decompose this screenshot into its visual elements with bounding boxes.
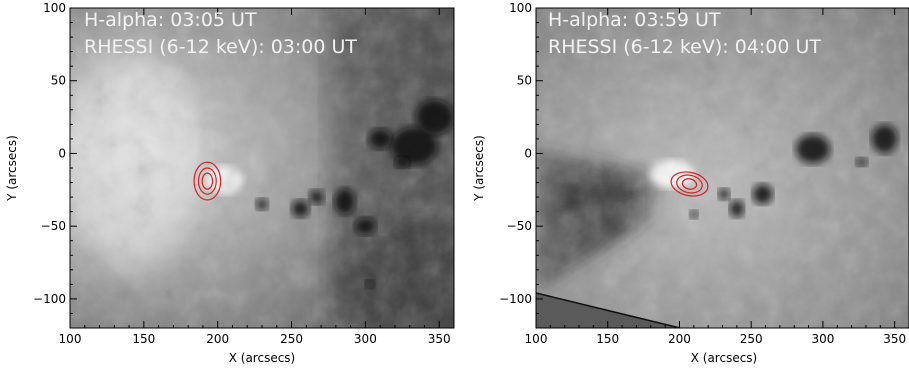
left-sunspot <box>415 99 454 135</box>
left-x-tick-label: 250 <box>280 332 303 346</box>
right-contour-level <box>670 171 709 197</box>
left-rhessi-time: RHESSI (6-12 keV): 03:00 UT <box>84 36 357 58</box>
left-x-axis-title: X (arcsecs) <box>229 351 296 365</box>
right-sunspot <box>718 188 730 201</box>
right-y-tick-label: 50 <box>517 74 532 88</box>
left-sunspot <box>394 156 410 169</box>
left-x-tick-label: 200 <box>206 332 229 346</box>
right-sunspot <box>871 124 898 154</box>
left-y-tick-label: −50 <box>41 219 66 233</box>
left-sunspot <box>334 188 356 215</box>
right-x-tick-label: 250 <box>740 332 763 346</box>
right-x-tick-label: 200 <box>668 332 691 346</box>
left-y-tick-label: 0 <box>58 146 66 160</box>
right-sunspot <box>855 157 868 167</box>
left-x-tick-label: 350 <box>428 332 451 346</box>
right-y-axis-title: Y (arcsecs) <box>472 135 486 202</box>
left-sunspot <box>256 198 268 211</box>
right-rhessi-time: RHESSI (6-12 keV): 04:00 UT <box>548 36 821 58</box>
left-sunspot <box>390 127 438 166</box>
right-x-axis-title: X (arcsecs) <box>691 351 758 365</box>
right-sunspots <box>689 124 898 219</box>
left-contour-level <box>197 167 217 195</box>
left-image <box>70 8 454 328</box>
right-x-tick-label: 300 <box>811 332 834 346</box>
left-contour-level <box>201 172 214 190</box>
left-y-axis-title: Y (arcsecs) <box>5 135 19 202</box>
right-halpha-time: H-alpha: 03:59 UT <box>548 9 721 31</box>
left-y-tick-label: 50 <box>51 74 66 88</box>
right-x-tick-label: 350 <box>883 332 906 346</box>
left-sunspot <box>365 280 375 289</box>
right-sunspot <box>752 184 773 205</box>
left-x-tick-label: 150 <box>132 332 155 346</box>
right-y-tick-label: −100 <box>499 292 532 306</box>
right-x-tick-label: 100 <box>525 332 548 346</box>
left-axes: 100 150 200 250 300 350 −100 −50 0 50 100 <box>33 1 451 346</box>
left-contour-level <box>193 161 222 201</box>
right-y-tick-label: 100 <box>509 1 532 15</box>
left-x-tick-label: 300 <box>354 332 377 346</box>
right-sunspot <box>729 200 745 218</box>
right-contour-level <box>681 178 698 190</box>
left-rhessi-contours <box>193 161 222 201</box>
left-x-tick-label: 100 <box>59 332 82 346</box>
right-image <box>536 8 909 328</box>
left-sunspot <box>291 200 310 218</box>
left-sunspot <box>355 217 376 235</box>
right-axes: 100 150 200 250 300 350 −100 −50 0 50 100 <box>499 1 906 346</box>
right-y-tick-label: 0 <box>524 146 532 160</box>
right-rhessi-contours <box>670 171 709 197</box>
right-sunspot <box>689 210 699 219</box>
right-sunspot <box>795 134 831 164</box>
left-sunspot <box>368 128 392 150</box>
left-y-tick-label: 100 <box>43 1 66 15</box>
right-y-tick-label: −50 <box>507 219 532 233</box>
right-x-tick-label: 150 <box>596 332 619 346</box>
left-halpha-time: H-alpha: 03:05 UT <box>84 9 257 31</box>
left-sunspot <box>309 189 325 205</box>
right-contour-level <box>676 174 703 194</box>
left-y-tick-label: −100 <box>33 292 66 306</box>
left-sunspots <box>256 99 454 289</box>
